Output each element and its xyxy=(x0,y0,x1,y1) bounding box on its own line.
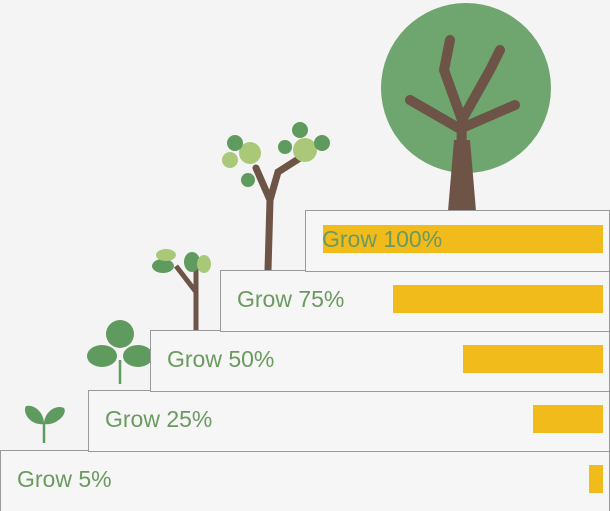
step-label: Grow 75% xyxy=(237,286,344,312)
step-label: Grow 25% xyxy=(105,406,212,432)
sprout xyxy=(24,405,65,443)
sapling xyxy=(152,249,211,330)
bar xyxy=(323,225,603,253)
bar xyxy=(393,285,603,313)
big-tree xyxy=(381,3,551,216)
bar xyxy=(589,465,603,493)
clover xyxy=(87,320,153,384)
step-label: Grow 100% xyxy=(322,226,442,252)
young-tree xyxy=(222,122,330,274)
step-label: Grow 5% xyxy=(17,466,112,492)
bar xyxy=(533,405,603,433)
step-label: Grow 50% xyxy=(167,346,274,372)
step xyxy=(0,450,610,511)
bar xyxy=(463,345,603,373)
